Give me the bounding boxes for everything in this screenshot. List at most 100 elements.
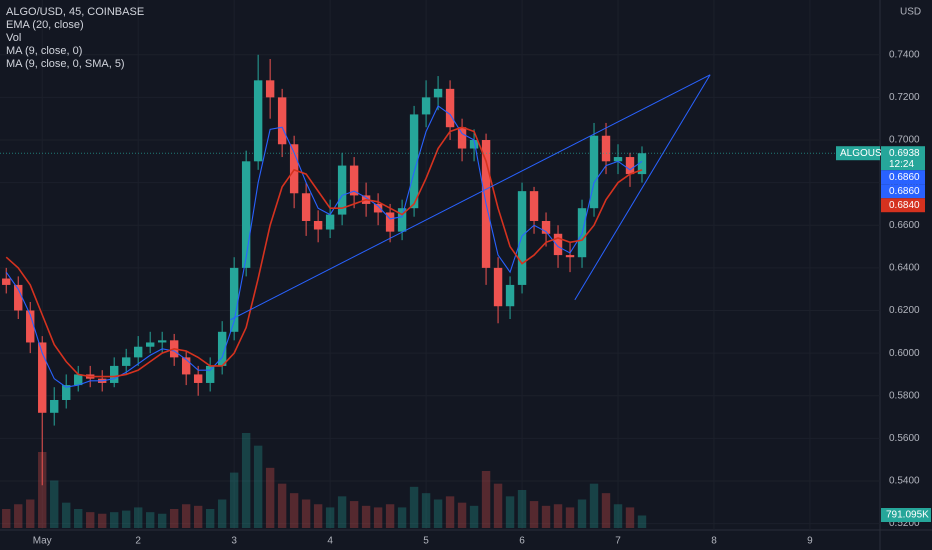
x-tick-label: 8 (711, 536, 717, 547)
candle-body (50, 400, 59, 413)
volume-bar (421, 493, 431, 528)
price-tag: 0.6860 (889, 172, 920, 183)
candle-body (265, 80, 275, 98)
candle-body (313, 220, 323, 230)
candle-body (493, 267, 503, 307)
volume-bar (373, 507, 383, 528)
volume-bar (433, 499, 443, 528)
volume-bar (253, 445, 263, 528)
candle-body (14, 284, 23, 311)
volume-bar (157, 513, 167, 528)
volume-bar (86, 512, 95, 528)
y-tick-label: 0.6200 (889, 305, 920, 316)
price-tag-bg (881, 198, 925, 213)
price-tag: 0.6938 (889, 148, 920, 159)
volume-bar (289, 493, 299, 528)
y-tick-label: 0.7200 (889, 92, 920, 103)
volume-bar (74, 509, 83, 528)
candle-body (217, 331, 227, 366)
volume-bar (26, 499, 35, 528)
candle-body (469, 140, 479, 149)
volume-bar (361, 505, 371, 528)
x-tick-label: 4 (327, 536, 333, 547)
candle-body (349, 165, 359, 196)
x-tick-label: 6 (519, 536, 525, 547)
volume-bar (62, 502, 71, 528)
candle-body (26, 310, 35, 343)
indicator-line (5, 105, 643, 388)
y-tick-label: 0.5600 (889, 433, 920, 444)
volume-tag: 791.095K (886, 510, 929, 521)
trend-line (230, 74, 711, 321)
candle-body (457, 127, 467, 149)
countdown: 12:24 (889, 159, 914, 170)
volume-bar (529, 501, 539, 528)
volume-bar (121, 510, 131, 528)
volume-bar (505, 496, 515, 528)
legend-entry: Vol (6, 32, 21, 44)
candle-body (289, 144, 299, 194)
legend-entry: MA (9, close, 0) (6, 45, 82, 57)
candle-body (565, 255, 575, 258)
candle-body (613, 157, 623, 162)
currency-label: USD (900, 7, 921, 18)
candle-body (373, 203, 383, 213)
candle-body (74, 374, 83, 386)
volume-bar (337, 496, 347, 528)
volume-bar (637, 515, 647, 528)
candle-body (229, 267, 239, 332)
volume-bar (205, 509, 215, 528)
volume-bar (265, 467, 275, 528)
candle-body (62, 385, 71, 400)
volume-bar (577, 499, 587, 528)
volume-bar (457, 502, 467, 528)
volume-bar (301, 499, 311, 528)
volume-bar (349, 501, 359, 528)
candle-body (541, 220, 551, 234)
volume-bar (541, 505, 551, 528)
volume-bar (217, 499, 227, 528)
candle-body (205, 365, 215, 383)
candle-body (181, 357, 191, 375)
x-tick-label: 2 (135, 536, 141, 547)
volume-bar (38, 452, 47, 528)
volume-bar (469, 505, 479, 528)
indicator-line (5, 126, 643, 378)
y-tick-label: 0.6000 (889, 348, 920, 359)
y-tick-label: 0.5200 (889, 518, 920, 529)
candle-body (241, 161, 251, 268)
volume-bar (553, 504, 563, 528)
candle-body (553, 233, 563, 256)
candle-body (110, 365, 119, 383)
candle-body (38, 342, 47, 413)
candle-body (529, 191, 539, 221)
x-tick-label: May (33, 536, 52, 547)
candle-body (433, 88, 443, 98)
volume-bar (625, 507, 635, 528)
price-tag: 0.6840 (889, 200, 920, 211)
volume-bar (325, 507, 335, 528)
candle-body (505, 284, 515, 307)
volume-bar (493, 483, 503, 528)
candle-body (397, 208, 407, 232)
candle-body (385, 212, 395, 232)
candle-body (421, 97, 431, 115)
x-tick-label: 7 (615, 536, 621, 547)
candle-body (193, 374, 203, 383)
volume-bar (110, 512, 119, 528)
volume-bar (613, 504, 623, 528)
volume-bar (98, 513, 107, 528)
x-tick-label: 9 (807, 536, 813, 547)
candle-body (637, 153, 647, 175)
volume-bar (50, 480, 59, 528)
y-tick-label: 0.5400 (889, 476, 920, 487)
candle-body (253, 80, 263, 162)
volume-bar (145, 512, 155, 528)
candle-body (337, 165, 347, 215)
candle-body (121, 357, 131, 366)
y-tick-label: 0.7000 (889, 135, 920, 146)
candle-body (145, 342, 155, 347)
volume-bar (229, 472, 239, 528)
